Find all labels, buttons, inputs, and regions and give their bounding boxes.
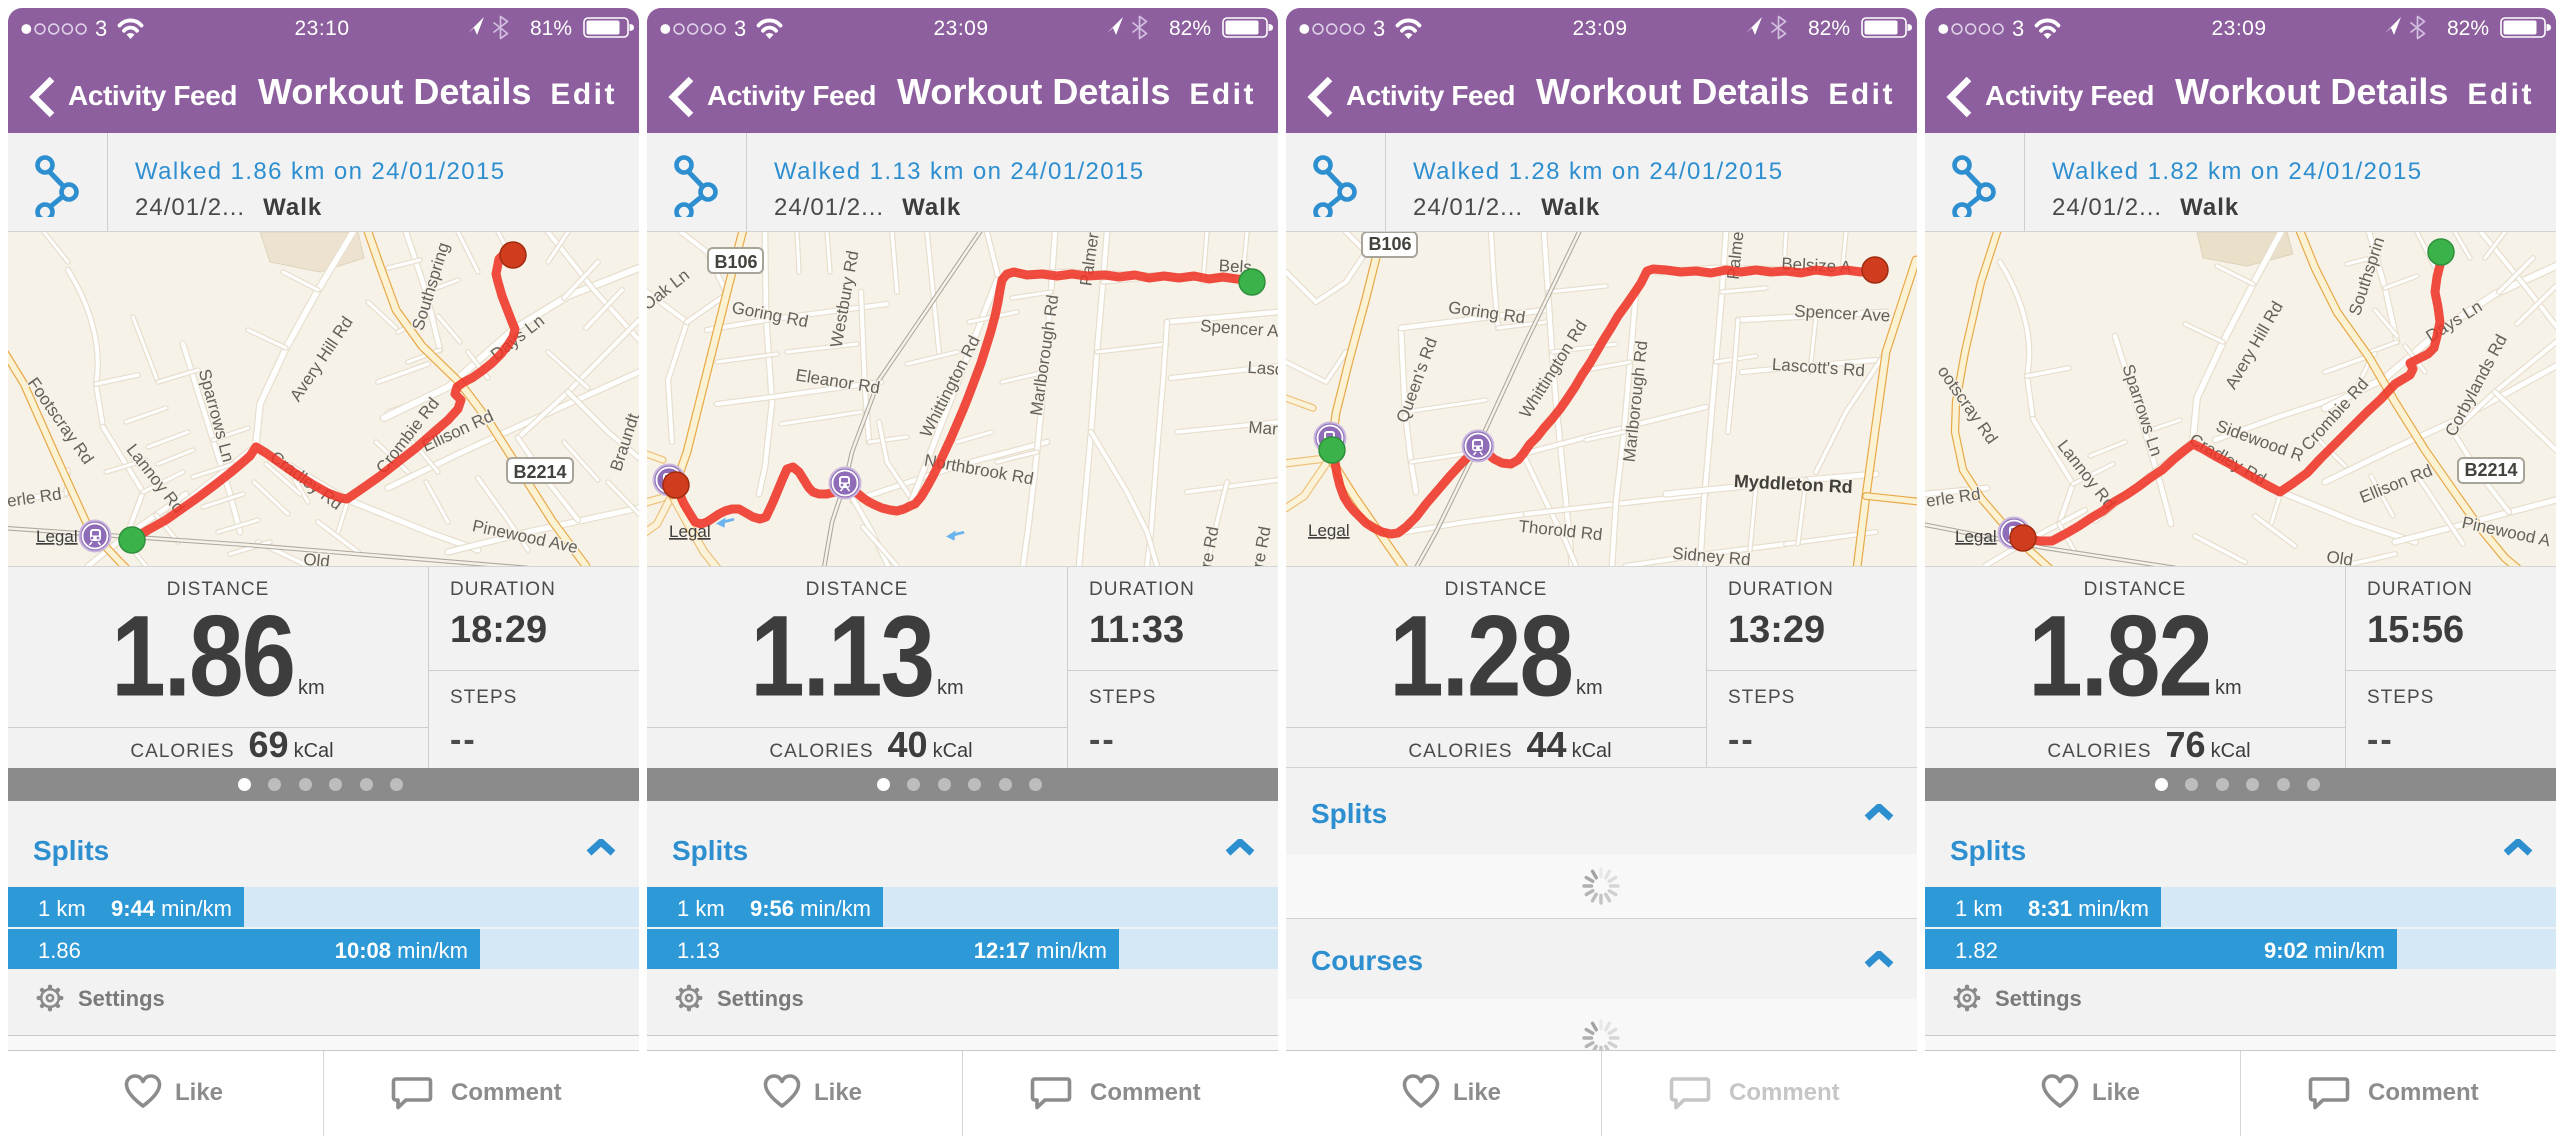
svg-text:B106: B106 <box>714 252 757 272</box>
svg-text:82%: 82% <box>1169 17 1211 40</box>
svg-text:B106: B106 <box>1368 234 1411 254</box>
svg-text:23:10: 23:10 <box>294 17 349 40</box>
svg-text:Legal: Legal <box>669 522 711 541</box>
svg-text:Old: Old <box>302 550 330 566</box>
svg-text:23:09: 23:09 <box>933 17 988 40</box>
svg-text:82%: 82% <box>2447 17 2489 40</box>
svg-text:23:09: 23:09 <box>2211 17 2266 40</box>
svg-text:B2214: B2214 <box>513 462 566 482</box>
svg-text:82%: 82% <box>1808 17 1850 40</box>
svg-text:Legal: Legal <box>1955 527 1997 546</box>
svg-text:B2214: B2214 <box>2464 460 2517 480</box>
svg-text:3: 3 <box>2012 16 2024 41</box>
svg-text:Sidney Rd: Sidney Rd <box>1672 544 1752 566</box>
svg-text:3: 3 <box>95 16 107 41</box>
svg-text:Old: Old <box>2325 547 2354 566</box>
svg-text:Legal: Legal <box>1308 521 1350 540</box>
svg-text:3: 3 <box>1373 16 1385 41</box>
svg-text:Legal: Legal <box>36 527 78 546</box>
svg-text:Marc: Marc <box>1248 418 1278 440</box>
svg-text:81%: 81% <box>530 17 572 40</box>
svg-text:3: 3 <box>734 16 746 41</box>
svg-text:23:09: 23:09 <box>1572 17 1627 40</box>
svg-text:Lasc: Lasc <box>1247 358 1278 379</box>
